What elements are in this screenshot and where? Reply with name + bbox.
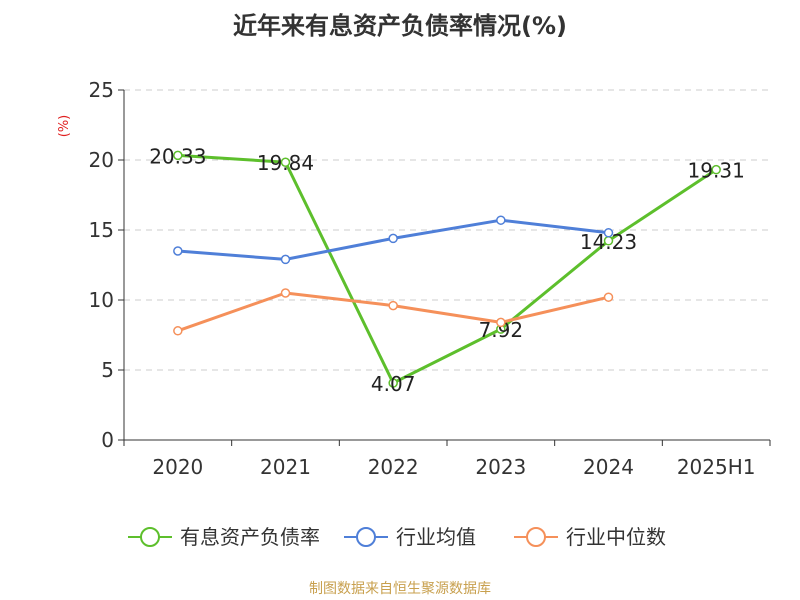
x-tick-label: 2023 [475, 455, 526, 479]
y-axis-label: (%) [57, 115, 72, 138]
data-label: 4.07 [371, 372, 416, 396]
legend-marker [140, 527, 160, 547]
data-point [603, 228, 614, 238]
x-tick-label: 2021 [260, 455, 311, 479]
data-point [173, 326, 183, 336]
legend-label: 行业均值 [396, 525, 476, 549]
data-point [603, 292, 614, 302]
x-tick-label: 2024 [583, 455, 634, 479]
legend-label: 有息资产负债率 [180, 525, 320, 549]
series-line [177, 291, 609, 333]
data-point [173, 150, 183, 161]
legend-label: 行业中位数 [566, 525, 666, 549]
data-point [280, 288, 291, 298]
data-point [496, 215, 506, 225]
y-tick-label: 5 [101, 358, 114, 382]
y-tick-label: 10 [89, 288, 114, 312]
x-tick-label: 2022 [368, 455, 419, 479]
x-tick-label: 2025H1 [677, 455, 756, 479]
data-point [280, 157, 291, 167]
y-tick-label: 25 [89, 78, 114, 102]
data-point [388, 233, 398, 244]
data-point [173, 246, 183, 256]
legend-marker [526, 527, 546, 547]
data-point [496, 317, 506, 328]
source-note: 制图数据来自恒生聚源数据库 [309, 581, 491, 597]
y-tick-label: 0 [101, 428, 114, 452]
y-tick-label: 20 [89, 148, 114, 172]
data-point [280, 254, 291, 265]
x-tick-label: 2020 [152, 455, 203, 479]
data-point [711, 164, 721, 175]
data-point [388, 378, 398, 388]
legend-marker [356, 527, 376, 547]
y-tick-label: 15 [89, 218, 114, 242]
data-label: 19.31 [688, 159, 745, 183]
series-line [177, 153, 717, 385]
data-label: 20.33 [149, 144, 206, 168]
data-label: 19.84 [257, 151, 314, 175]
data-point [388, 300, 398, 311]
chart-title: 近年来有息资产负债率情况(%) [233, 12, 567, 40]
